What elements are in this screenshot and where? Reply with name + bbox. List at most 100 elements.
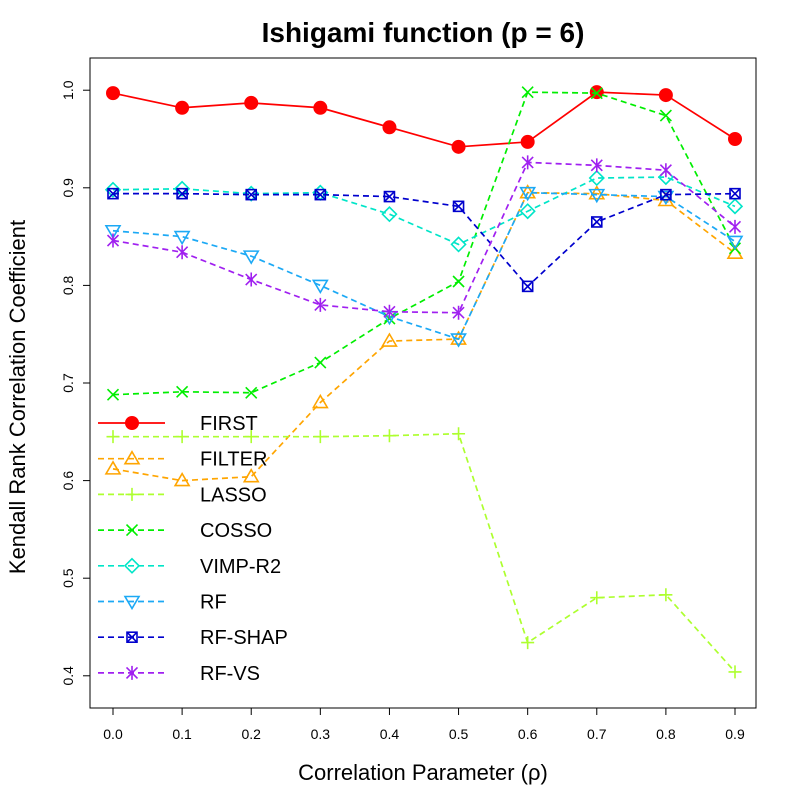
point-marker [314, 356, 327, 369]
point-marker-x [591, 216, 603, 228]
point-marker-x [522, 280, 534, 292]
data-point [245, 272, 258, 287]
data-point [242, 250, 260, 265]
point-marker [245, 386, 258, 399]
data-point [104, 181, 122, 198]
legend-entry: RF [98, 592, 227, 614]
point-marker [125, 416, 139, 430]
point-marker-x [314, 189, 326, 201]
legend-label: RF-SHAP [200, 627, 288, 649]
point-marker [521, 86, 534, 99]
x-tick-label: 0.2 [241, 726, 261, 742]
data-point [106, 430, 120, 444]
legend-marker [125, 416, 139, 430]
point-marker [659, 109, 672, 122]
point-marker [588, 188, 606, 204]
point-marker [588, 169, 605, 187]
point-marker-x [383, 191, 396, 203]
point-marker [314, 188, 327, 201]
point-marker [125, 665, 139, 680]
point-marker [658, 88, 673, 103]
point-marker [104, 224, 122, 240]
series-line [112, 191, 736, 482]
point-marker [450, 333, 467, 348]
point-marker [106, 86, 120, 101]
legend-entry: LASSO [98, 484, 267, 506]
x-tick-label: 0.5 [449, 726, 469, 742]
legend-label: COSSO [200, 520, 272, 542]
point-marker [107, 187, 119, 200]
point-marker [244, 430, 258, 444]
data-point [104, 460, 122, 475]
data-point [726, 235, 744, 251]
data-point [519, 184, 537, 199]
data-point [729, 187, 741, 200]
x-tick-label: 0.3 [311, 726, 331, 742]
point-marker [176, 187, 188, 200]
point-marker [175, 430, 189, 444]
data-point [173, 230, 191, 246]
data-point [173, 472, 191, 487]
point-marker [382, 120, 397, 135]
data-point [659, 109, 672, 122]
legend-label: RF [200, 592, 227, 614]
legend-entry: RF-VS [98, 663, 260, 685]
data-point [314, 297, 327, 312]
point-marker [383, 304, 396, 319]
point-marker [590, 591, 604, 605]
data-point [383, 304, 396, 319]
data-point [588, 169, 605, 187]
point-marker [728, 132, 742, 147]
point-marker [314, 297, 327, 312]
data-point [660, 188, 672, 201]
plot-frame [89, 57, 757, 709]
point-marker [520, 134, 535, 149]
point-marker [106, 430, 120, 444]
point-marker [659, 588, 673, 602]
point-marker [728, 219, 742, 234]
data-point [106, 86, 120, 101]
data-point [590, 158, 603, 173]
point-marker [311, 393, 329, 409]
y-axis-label: Kendall Rank Correlation Coefficient [5, 220, 30, 574]
y-tick-label: 0.9 [60, 178, 76, 198]
point-marker [729, 187, 741, 200]
legend-marker [123, 557, 141, 574]
series-first [106, 85, 742, 154]
chart-title: Ishigami function (p = 6) [262, 17, 585, 48]
data-point [590, 87, 603, 100]
data-point [452, 305, 465, 320]
point-marker [245, 188, 258, 201]
point-marker [452, 305, 465, 320]
point-marker [242, 250, 260, 265]
legend-marker [125, 665, 139, 680]
legend: FIRST FILTER LASSO COSSO VIMP-R2 RF RF-SHAP RF-… [98, 413, 288, 685]
data-point [104, 224, 122, 240]
x-tick-label: 0.8 [656, 726, 676, 742]
point-marker [452, 200, 465, 213]
point-marker-x [176, 188, 188, 200]
point-marker [382, 429, 396, 443]
data-point [242, 468, 260, 483]
point-marker [126, 631, 138, 644]
point-marker [104, 181, 122, 198]
x-axis-label: Correlation Parameter (ρ) [298, 760, 548, 785]
point-marker [519, 203, 536, 220]
data-point [519, 203, 536, 220]
legend-label: FILTER [200, 449, 267, 471]
axes: 0.0 0.1 0.2 0.3 0.4 0.5 0.6 0.7 0.8 0.9 0.4 0.5 0.6 0… [60, 80, 745, 742]
point-marker [106, 388, 120, 401]
data-point [659, 163, 672, 178]
series-line [113, 432, 736, 673]
point-marker [519, 186, 537, 202]
data-point [659, 588, 673, 602]
point-marker [452, 275, 465, 288]
data-point [311, 393, 329, 409]
point-marker [521, 280, 534, 293]
data-point [658, 88, 673, 103]
point-marker [590, 87, 603, 100]
data-point [521, 636, 535, 650]
data-point [383, 190, 396, 203]
series-cosso [106, 86, 742, 401]
